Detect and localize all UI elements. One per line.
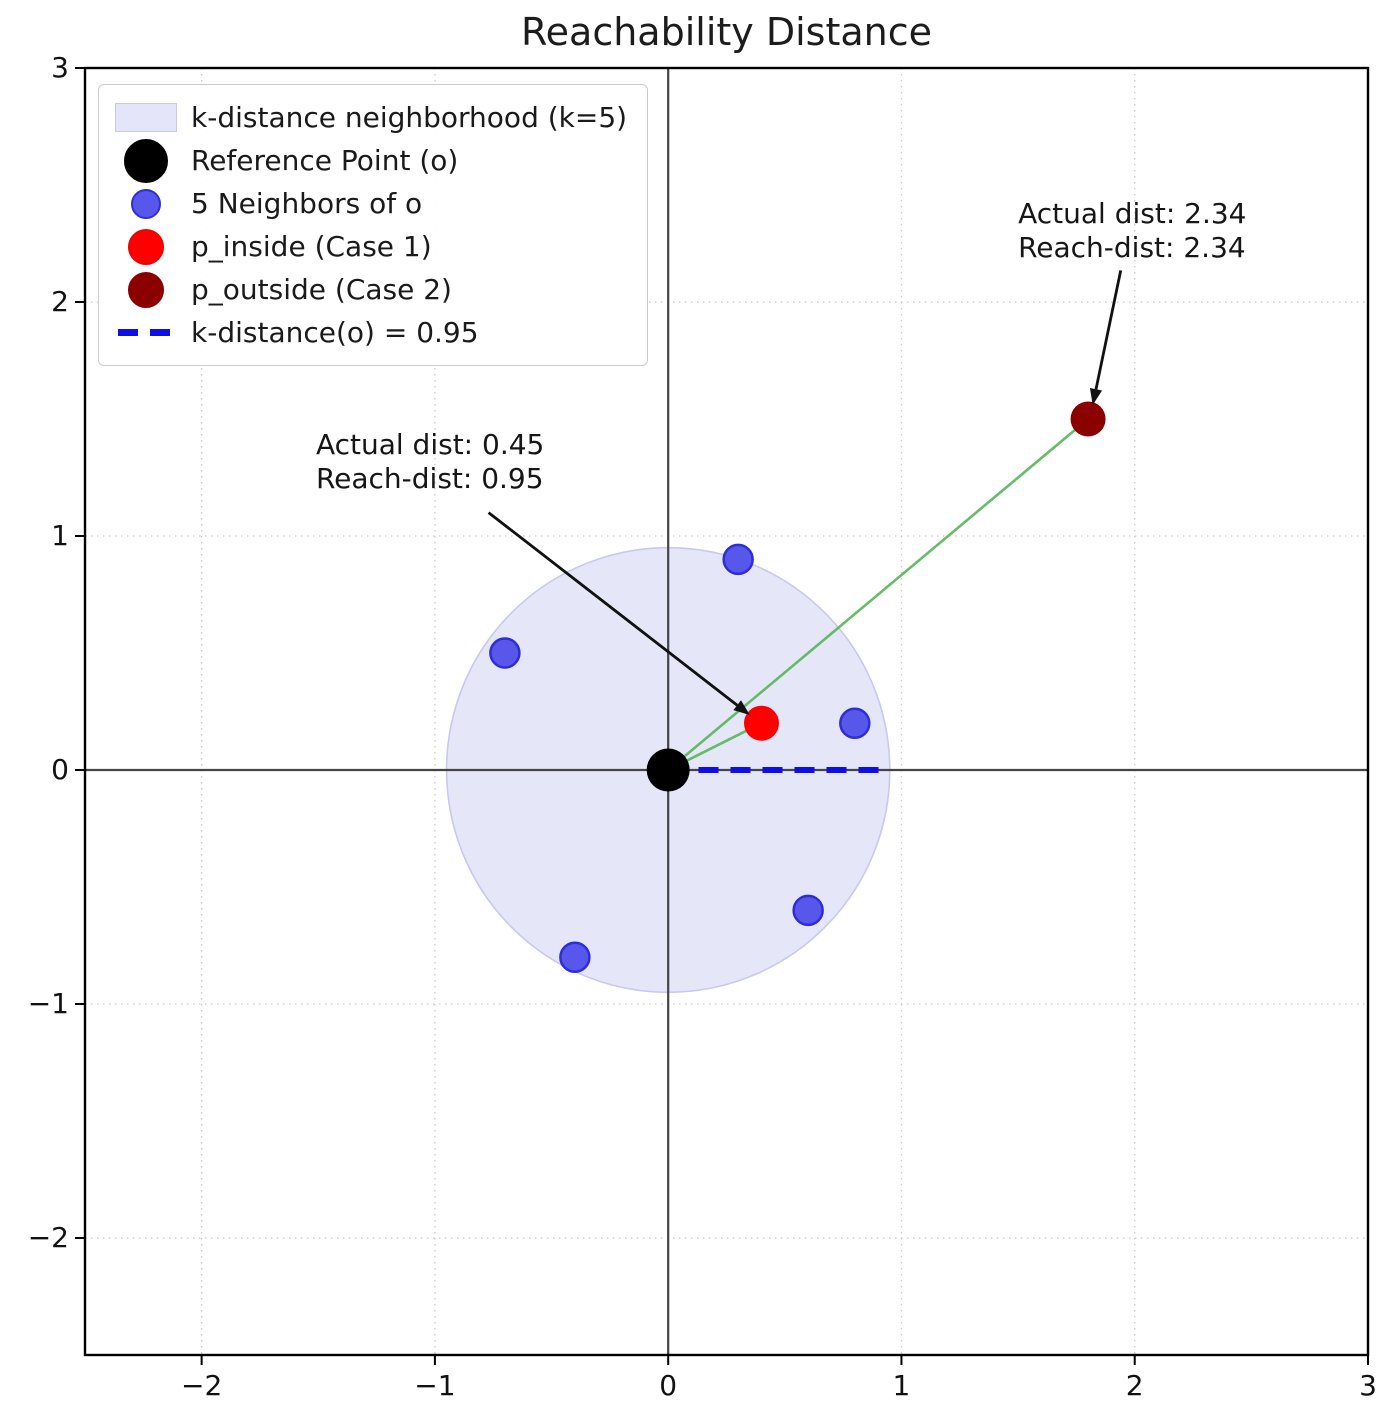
- legend-marker-dash-icon: [111, 329, 181, 336]
- legend-marker-dot-icon: [111, 271, 181, 308]
- p-inside-point: [743, 705, 779, 741]
- legend-item: p_outside (Case 2): [111, 268, 627, 311]
- x-tick-label: 2: [1125, 1369, 1144, 1402]
- legend-item: Reference Point (o): [111, 138, 627, 183]
- x-tick-label: 1: [892, 1369, 911, 1402]
- p-outside-annotation-arrow: [1094, 270, 1123, 390]
- legend-marker-dot-icon: [111, 228, 181, 265]
- y-tick-label: −1: [27, 987, 69, 1020]
- chart-title: Reachability Distance: [520, 10, 933, 54]
- legend-item-label: 5 Neighbors of o: [191, 187, 423, 220]
- patch-swatch: [115, 103, 177, 132]
- legend-item: k-distance(o) = 0.95: [111, 311, 627, 354]
- dot-swatch: [128, 228, 164, 265]
- legend-item-label: p_inside (Case 1): [191, 230, 432, 263]
- dot-swatch: [131, 188, 161, 219]
- neighbor-point: [792, 894, 824, 927]
- legend-marker-dot-icon: [111, 188, 181, 219]
- x-tick-label: 0: [659, 1369, 678, 1402]
- legend-item-label: k-distance(o) = 0.95: [191, 316, 479, 349]
- x-tick-label: −1: [414, 1369, 456, 1402]
- p-inside-annotation: Actual dist: 0.45 Reach-dist: 0.95: [316, 428, 544, 496]
- plot-spines: [83, 66, 1370, 1357]
- x-tick-label: −2: [180, 1369, 223, 1402]
- plot-area: k-distance neighborhood (k=5) Reference P…: [75, 66, 1370, 1365]
- legend-item: k-distance neighborhood (k=5): [111, 96, 627, 139]
- annotation-line: Actual dist: 0.45: [315, 428, 545, 462]
- y-tick-label: 0: [51, 753, 69, 786]
- y-tick-label: 3: [51, 51, 69, 84]
- x-tick-label: 3: [1359, 1369, 1377, 1402]
- neighbor-point: [839, 707, 871, 739]
- y-tick-label: 1: [51, 519, 69, 552]
- annotation-line: Reach-dist: 0.95: [315, 462, 544, 496]
- legend-item-label: Reference Point (o): [191, 144, 459, 177]
- neighbor-point: [559, 941, 591, 973]
- p-inside-annotation-arrow: [487, 511, 739, 707]
- legend-item-label: k-distance neighborhood (k=5): [191, 101, 628, 134]
- dot-swatch: [128, 271, 164, 308]
- dash-swatch: [118, 329, 174, 336]
- legend-box: k-distance neighborhood (k=5) Reference P…: [98, 84, 649, 366]
- legend-item-label: p_outside (Case 2): [191, 273, 452, 306]
- legend-marker-patch-icon: [111, 103, 181, 132]
- p-outside-annotation: Actual dist: 2.34 Reach-dist: 2.34: [1018, 197, 1246, 265]
- p-outside-annotation-arrowhead: [1089, 388, 1103, 405]
- p-inside-annotation-arrowhead: [733, 700, 750, 716]
- y-tick-label: −2: [27, 1221, 69, 1254]
- neighbor-point: [489, 637, 521, 669]
- legend-marker-dot-icon: [111, 138, 181, 183]
- p-outside-point: [1070, 401, 1106, 437]
- dot-swatch: [124, 138, 168, 183]
- legend-item: p_inside (Case 1): [111, 225, 627, 268]
- legend-item: 5 Neighbors of o: [111, 182, 627, 225]
- neighbor-point: [722, 543, 754, 576]
- reference-point: [646, 748, 690, 792]
- y-tick-label: 2: [51, 285, 69, 318]
- plot-canvas: [75, 66, 1370, 1365]
- annotation-line: Reach-dist: 2.34: [1018, 230, 1246, 264]
- annotation-line: Actual dist: 2.34: [1018, 196, 1247, 230]
